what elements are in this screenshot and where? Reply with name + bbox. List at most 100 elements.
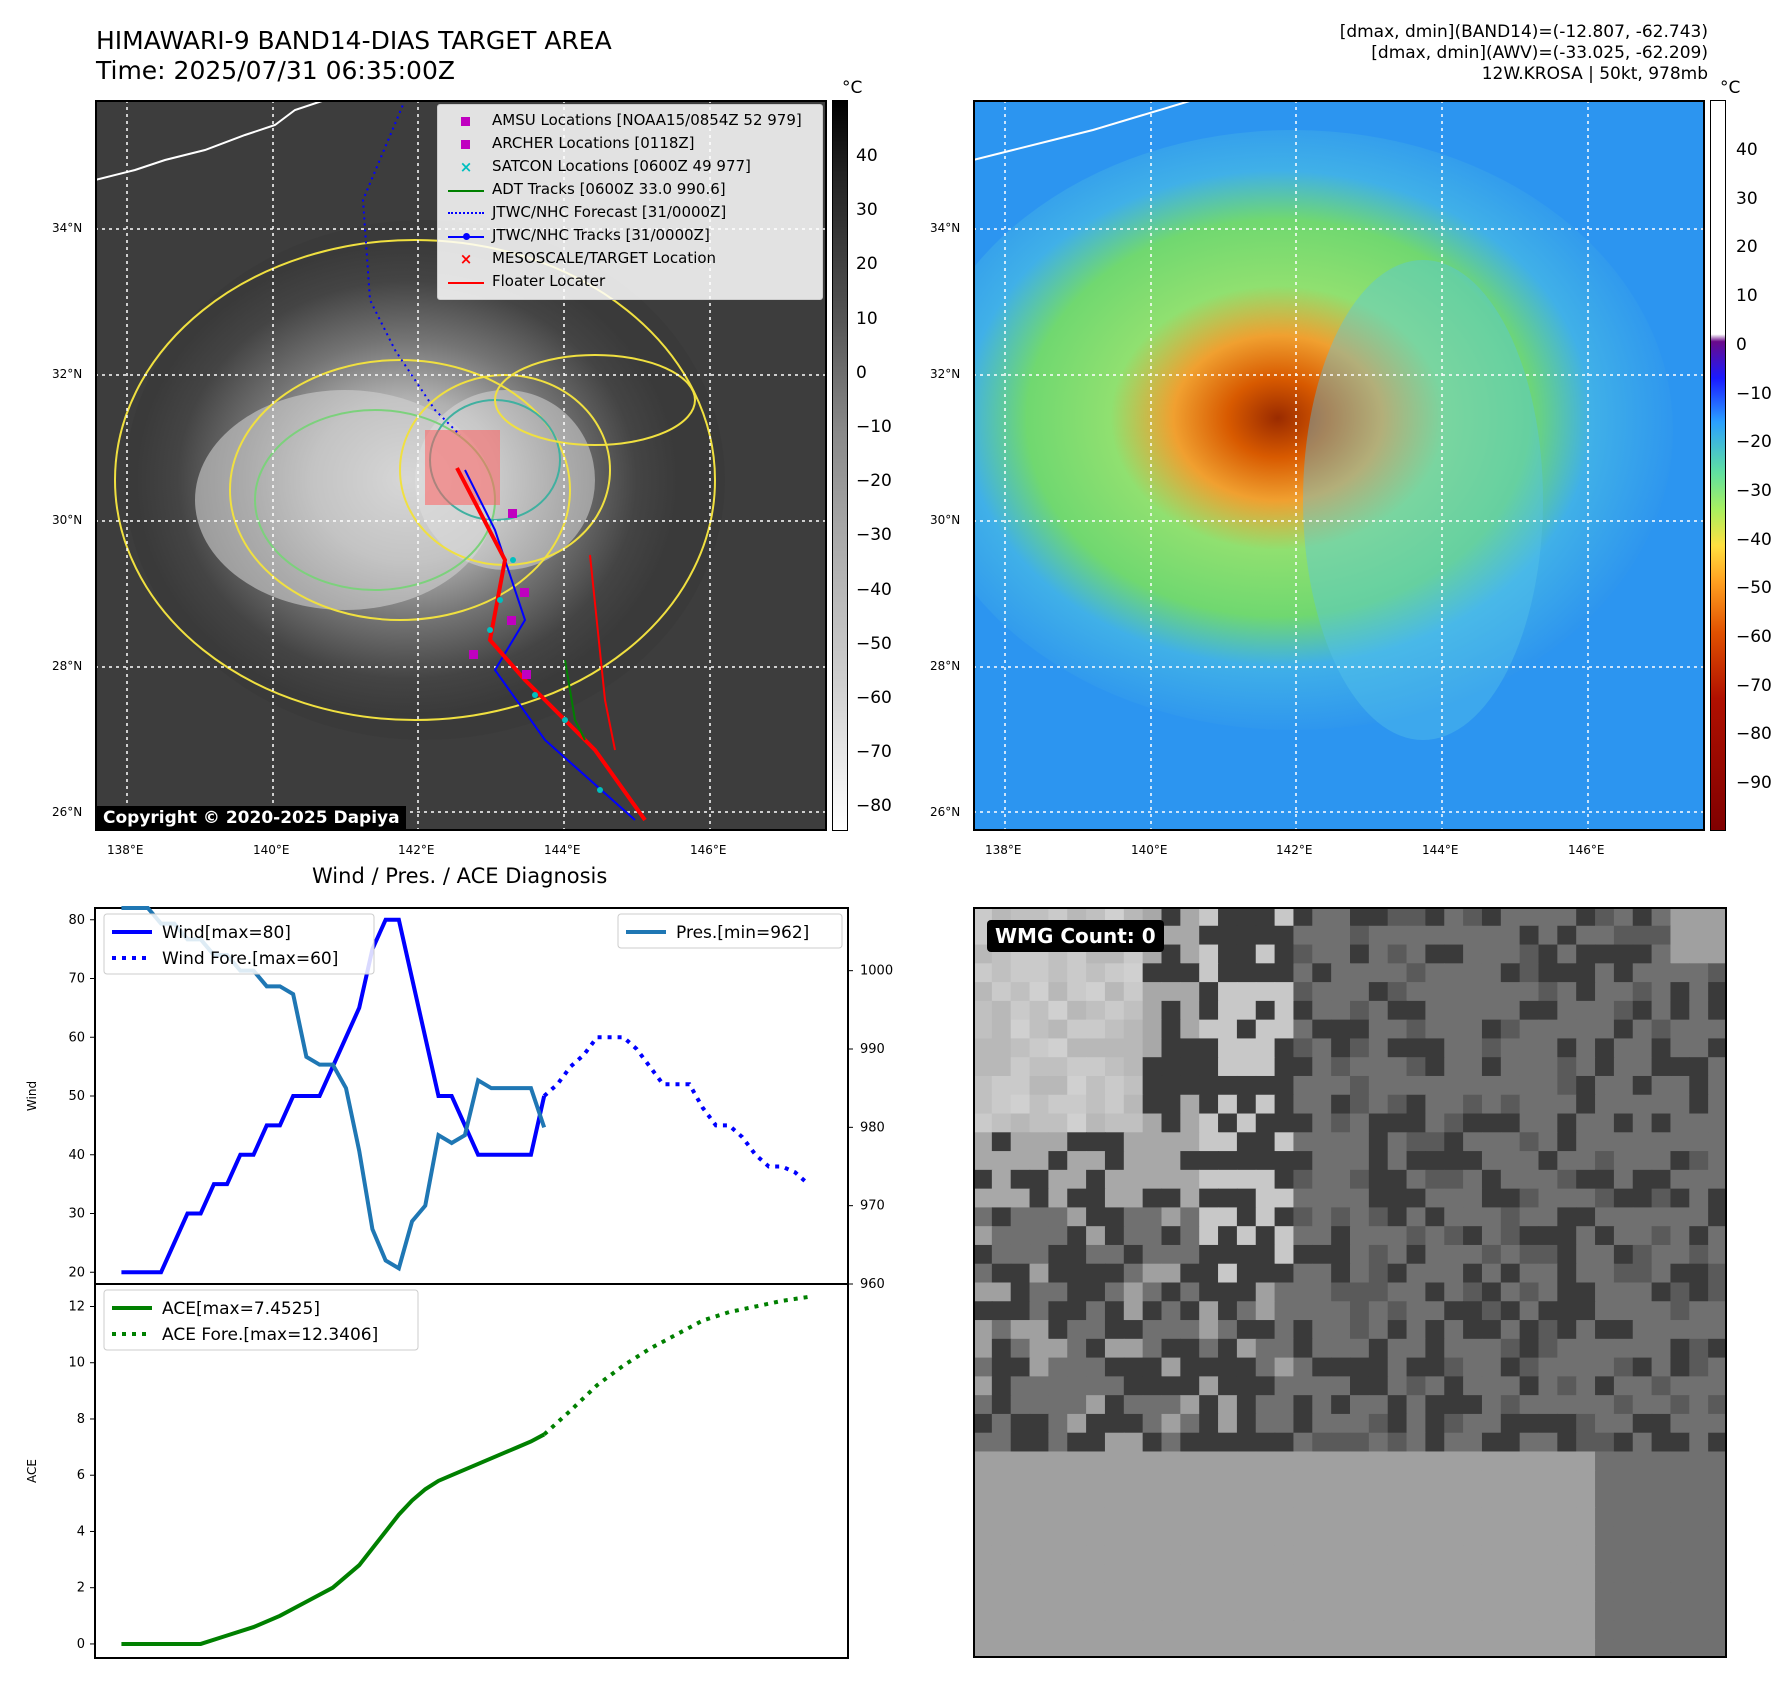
wmg-cell: [1123, 1451, 1144, 1471]
wmg-cell: [991, 1545, 1012, 1565]
wmg-cell: [1274, 1357, 1295, 1377]
legend-jtwc-tracks: JTWC/NHC Tracks [31/0000Z]: [448, 226, 710, 244]
wmg-cell: [1538, 1357, 1558, 1377]
wmg-cell: [1104, 1244, 1125, 1265]
wmg-cell: [1142, 1169, 1163, 1190]
wmg-cell: [1274, 1169, 1295, 1190]
wmg-cell: [1519, 1582, 1540, 1603]
wmg-cell: [1519, 1113, 1540, 1133]
wmg-cell: [1255, 1451, 1276, 1471]
wmg-cell: [1651, 1507, 1672, 1528]
wmg-cell: [1161, 1094, 1181, 1115]
wmg-cell: [1331, 1000, 1351, 1021]
wmg-cell: [1613, 1357, 1634, 1377]
wmg-cell: [1067, 1489, 1087, 1509]
wmg-cell: [1538, 982, 1558, 1002]
wmg-cell: [1368, 1601, 1389, 1622]
wmg-cell: [1689, 907, 1709, 927]
wmg-cell: [1651, 1151, 1672, 1171]
wmg-cell: [1123, 1244, 1144, 1265]
wmg-cell: [1104, 1094, 1125, 1115]
wmg-cell: [1029, 963, 1049, 983]
wmg-cell: [1161, 1301, 1181, 1321]
wmg-cell: [1689, 1282, 1709, 1302]
wmg-cell: [1651, 1395, 1672, 1415]
wmg-cell: [1500, 1301, 1521, 1321]
wmg-cell: [1632, 1094, 1653, 1115]
wmg-cell: [1670, 1545, 1690, 1565]
wmg-cell: [1557, 1507, 1577, 1528]
wmg-cell: [1557, 1000, 1577, 1021]
wmg-cell: [1067, 1320, 1087, 1340]
wmg-cell: [1274, 1094, 1295, 1115]
wmg-cell: [1331, 1489, 1351, 1509]
wmg-cell: [1463, 1226, 1483, 1246]
wmg-cell: [1368, 1188, 1389, 1209]
wmg-cell: [1274, 1413, 1295, 1434]
wmg-cell: [1481, 1207, 1502, 1227]
wmg-cell: [1255, 1038, 1276, 1058]
wmg-cell: [1312, 944, 1332, 964]
wmg-cell: [1576, 1226, 1596, 1246]
wmg-cell: [1519, 1338, 1540, 1359]
wmg-cell: [973, 1188, 993, 1209]
wmg-cell: [1029, 1226, 1049, 1246]
wmg-cell: [1613, 1620, 1634, 1640]
wmg-cell: [1613, 1019, 1634, 1040]
wmg-cell: [1086, 1376, 1106, 1396]
wmg-cell: [1236, 1620, 1257, 1640]
title-line-2: Time: 2025/07/31 06:35:00Z: [96, 56, 455, 85]
wmg-cell: [1180, 1582, 1200, 1603]
wmg-cell: [1010, 1413, 1031, 1434]
wmg-cell: [1538, 1207, 1558, 1227]
wmg-cell: [1538, 1564, 1558, 1584]
wmg-cell: [1689, 1113, 1709, 1133]
wmg-cell: [1086, 1582, 1106, 1603]
wmg-cell: [1293, 1639, 1313, 1658]
wmg-cell: [1293, 1489, 1313, 1509]
wmg-cell: [1613, 1244, 1634, 1265]
wmg-cell: [1613, 1169, 1634, 1190]
wmg-cell: [1029, 1151, 1049, 1171]
wmg-cell: [991, 1057, 1012, 1077]
wmg-cell: [1463, 1564, 1483, 1584]
wmg-cell: [1161, 1639, 1181, 1658]
wmg-cell: [1500, 1226, 1521, 1246]
wmg-cell: [1218, 1244, 1238, 1265]
wmg-cell: [1595, 907, 1615, 927]
wmg-cell: [1632, 982, 1653, 1002]
wmg-cell: [1161, 1451, 1181, 1471]
wmg-cell: [1500, 1601, 1521, 1622]
wv-lon-142: 142°E: [1276, 843, 1313, 857]
wmg-cell: [1123, 1057, 1144, 1077]
wmg-cell: [1368, 1395, 1389, 1415]
wmg-cell: [1331, 1151, 1351, 1171]
wmg-cell: [1350, 1075, 1370, 1096]
wmg-cell: [1142, 963, 1163, 983]
figure-title: HIMAWARI-9 BAND14-DIAS TARGET AREA Time:…: [96, 26, 612, 86]
wmg-cell: [1086, 1169, 1106, 1190]
wmg-cell: [1595, 1000, 1615, 1021]
wmg-cell: [1123, 1357, 1144, 1377]
wmg-cell: [1500, 1564, 1521, 1584]
wmg-cell: [1481, 1357, 1502, 1377]
wmg-cell: [1142, 1507, 1163, 1528]
wmg-cell: [1029, 1075, 1049, 1096]
wmg-cell: [1010, 982, 1031, 1002]
wmg-cell: [1161, 1151, 1181, 1171]
wmg-cell: [973, 1019, 993, 1040]
wmg-cell: [1255, 1075, 1276, 1096]
wmg-cell: [1557, 1188, 1577, 1209]
wmg-cell: [1350, 1188, 1370, 1209]
wmg-cell: [1293, 1244, 1313, 1265]
wmg-cell: [1086, 1188, 1106, 1209]
ace-legend: [103, 1289, 419, 1351]
wmg-cell: [1670, 1395, 1690, 1415]
wmg-cell: [1708, 1094, 1727, 1115]
wmg-cell: [1218, 1207, 1238, 1227]
wmg-cell: [1312, 1620, 1332, 1640]
wmg-cell: [1708, 1376, 1727, 1396]
wmg-cell: [1481, 1545, 1502, 1565]
wmg-cell: [1613, 1282, 1634, 1302]
ir-lon-138: 138°E: [107, 843, 144, 857]
